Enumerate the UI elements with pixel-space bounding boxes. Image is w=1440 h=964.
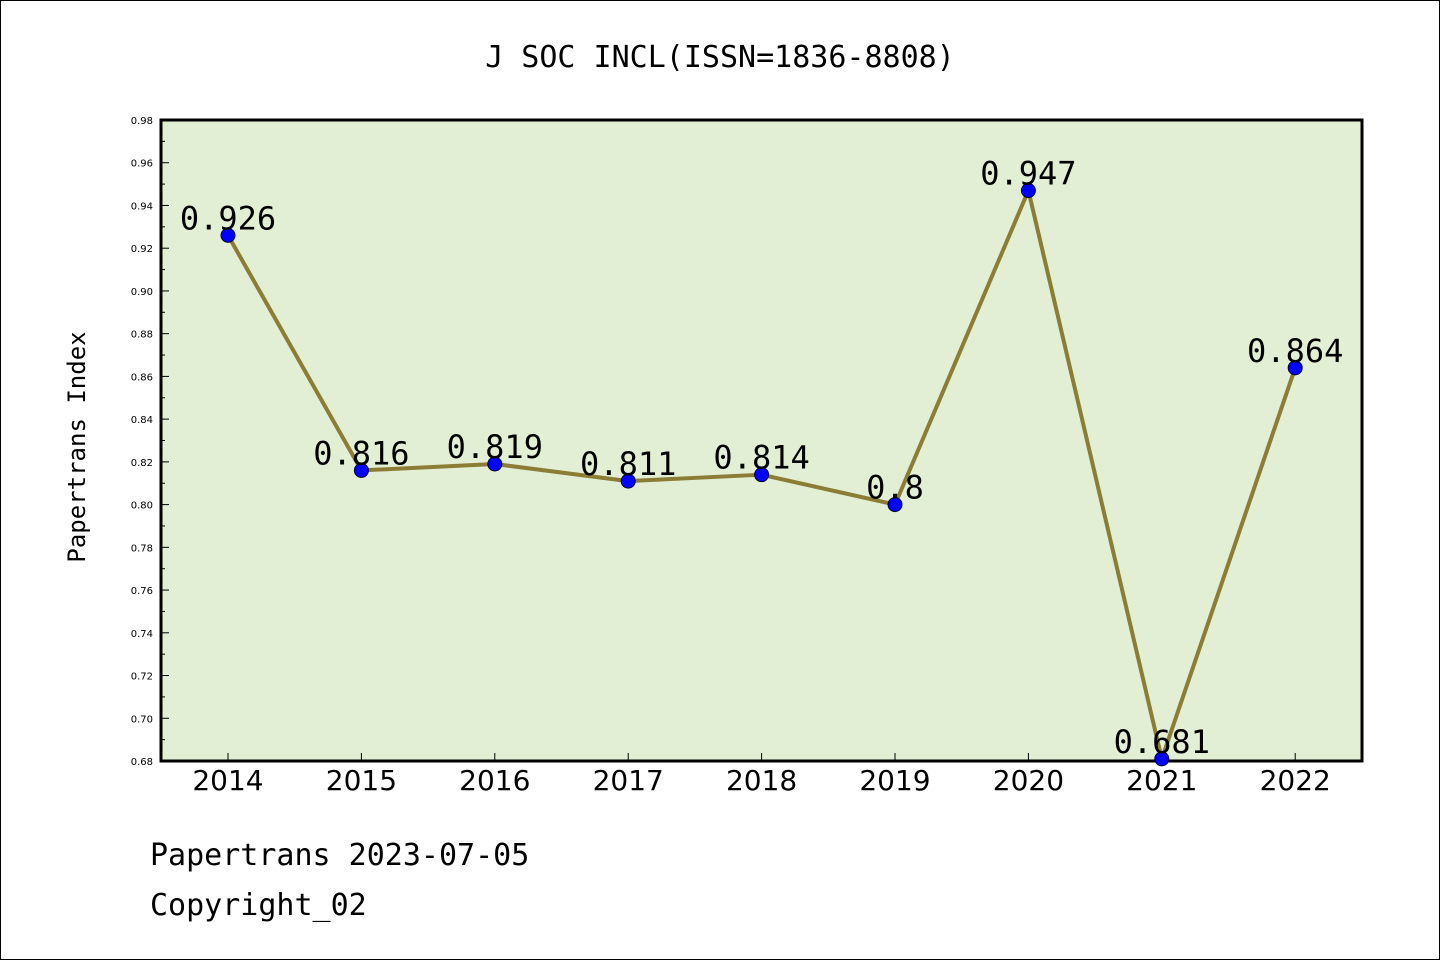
x-tick-label: 2017 [593,764,664,797]
data-point-marker [754,467,770,483]
data-point-label: 0.864 [1247,332,1343,370]
data-point-marker [1154,751,1170,767]
x-axis-ticks: 2014 2015 2016 2017 2018 2019 2020 2021 2022 [192,753,1331,797]
y-tick-label: 0.72 [131,672,153,683]
y-tick-label: 0.76 [131,586,153,597]
y-tick-label: 0.82 [131,458,153,469]
y-tick-label: 0.84 [131,415,153,426]
y-axis-ticks: 0.68 0.70 0.72 0.74 0.76 0.78 0.80 0.82 0.84 0.86… [131,116,169,768]
y-tick-label: 0.96 [131,159,153,170]
data-point-marker [487,456,503,472]
y-tick-label: 0.98 [131,116,153,127]
y-tick-label: 0.88 [131,330,153,341]
y-tick-label: 0.68 [131,757,153,768]
plot-area [159,118,1364,763]
data-markers [220,183,1303,767]
y-tick-label: 0.94 [131,201,153,212]
x-tick-label: 2019 [859,764,930,797]
x-tick-label: 2020 [993,764,1064,797]
y-axis-label: Papertrans Index [63,331,91,562]
footer-date: Papertrans 2023-07-05 [150,838,529,873]
data-point-marker [1287,360,1303,376]
x-tick-label: 2016 [459,764,530,797]
y-tick-label: 0.78 [131,543,153,554]
data-point-label: 0.8 [866,469,924,507]
x-tick-label: 2022 [1260,764,1331,797]
footer-copyright: Copyright_02 [150,888,367,923]
data-point-marker [220,227,236,243]
y-tick-label: 0.70 [131,714,153,725]
data-point-label: 0.811 [580,445,676,483]
y-tick-label: 0.80 [131,501,153,512]
y-tick-label: 0.90 [131,287,153,298]
data-point-label: 0.681 [1114,723,1210,761]
data-point-marker [620,473,636,489]
data-point-marker [887,497,903,513]
data-point-marker [1020,183,1036,199]
x-tick-label: 2018 [726,764,797,797]
data-point-label: 0.814 [713,439,809,477]
x-tick-label: 2015 [326,764,397,797]
data-point-label: 0.947 [980,155,1076,193]
data-point-label: 0.816 [313,434,409,472]
x-tick-label: 2021 [1126,764,1197,797]
chart-title: J SOC INCL(ISSN=1836-8808) [485,40,955,75]
data-labels: 0.926 0.816 0.819 0.811 0.814 0.8 0.947 0.681 0.… [180,155,1344,761]
data-point-marker [353,462,369,478]
y-tick-label: 0.92 [131,244,153,255]
x-tick-label: 2014 [192,764,263,797]
data-point-label: 0.926 [180,199,276,237]
data-point-label: 0.819 [447,428,543,466]
y-tick-label: 0.74 [131,629,153,640]
y-tick-label: 0.86 [131,372,153,383]
